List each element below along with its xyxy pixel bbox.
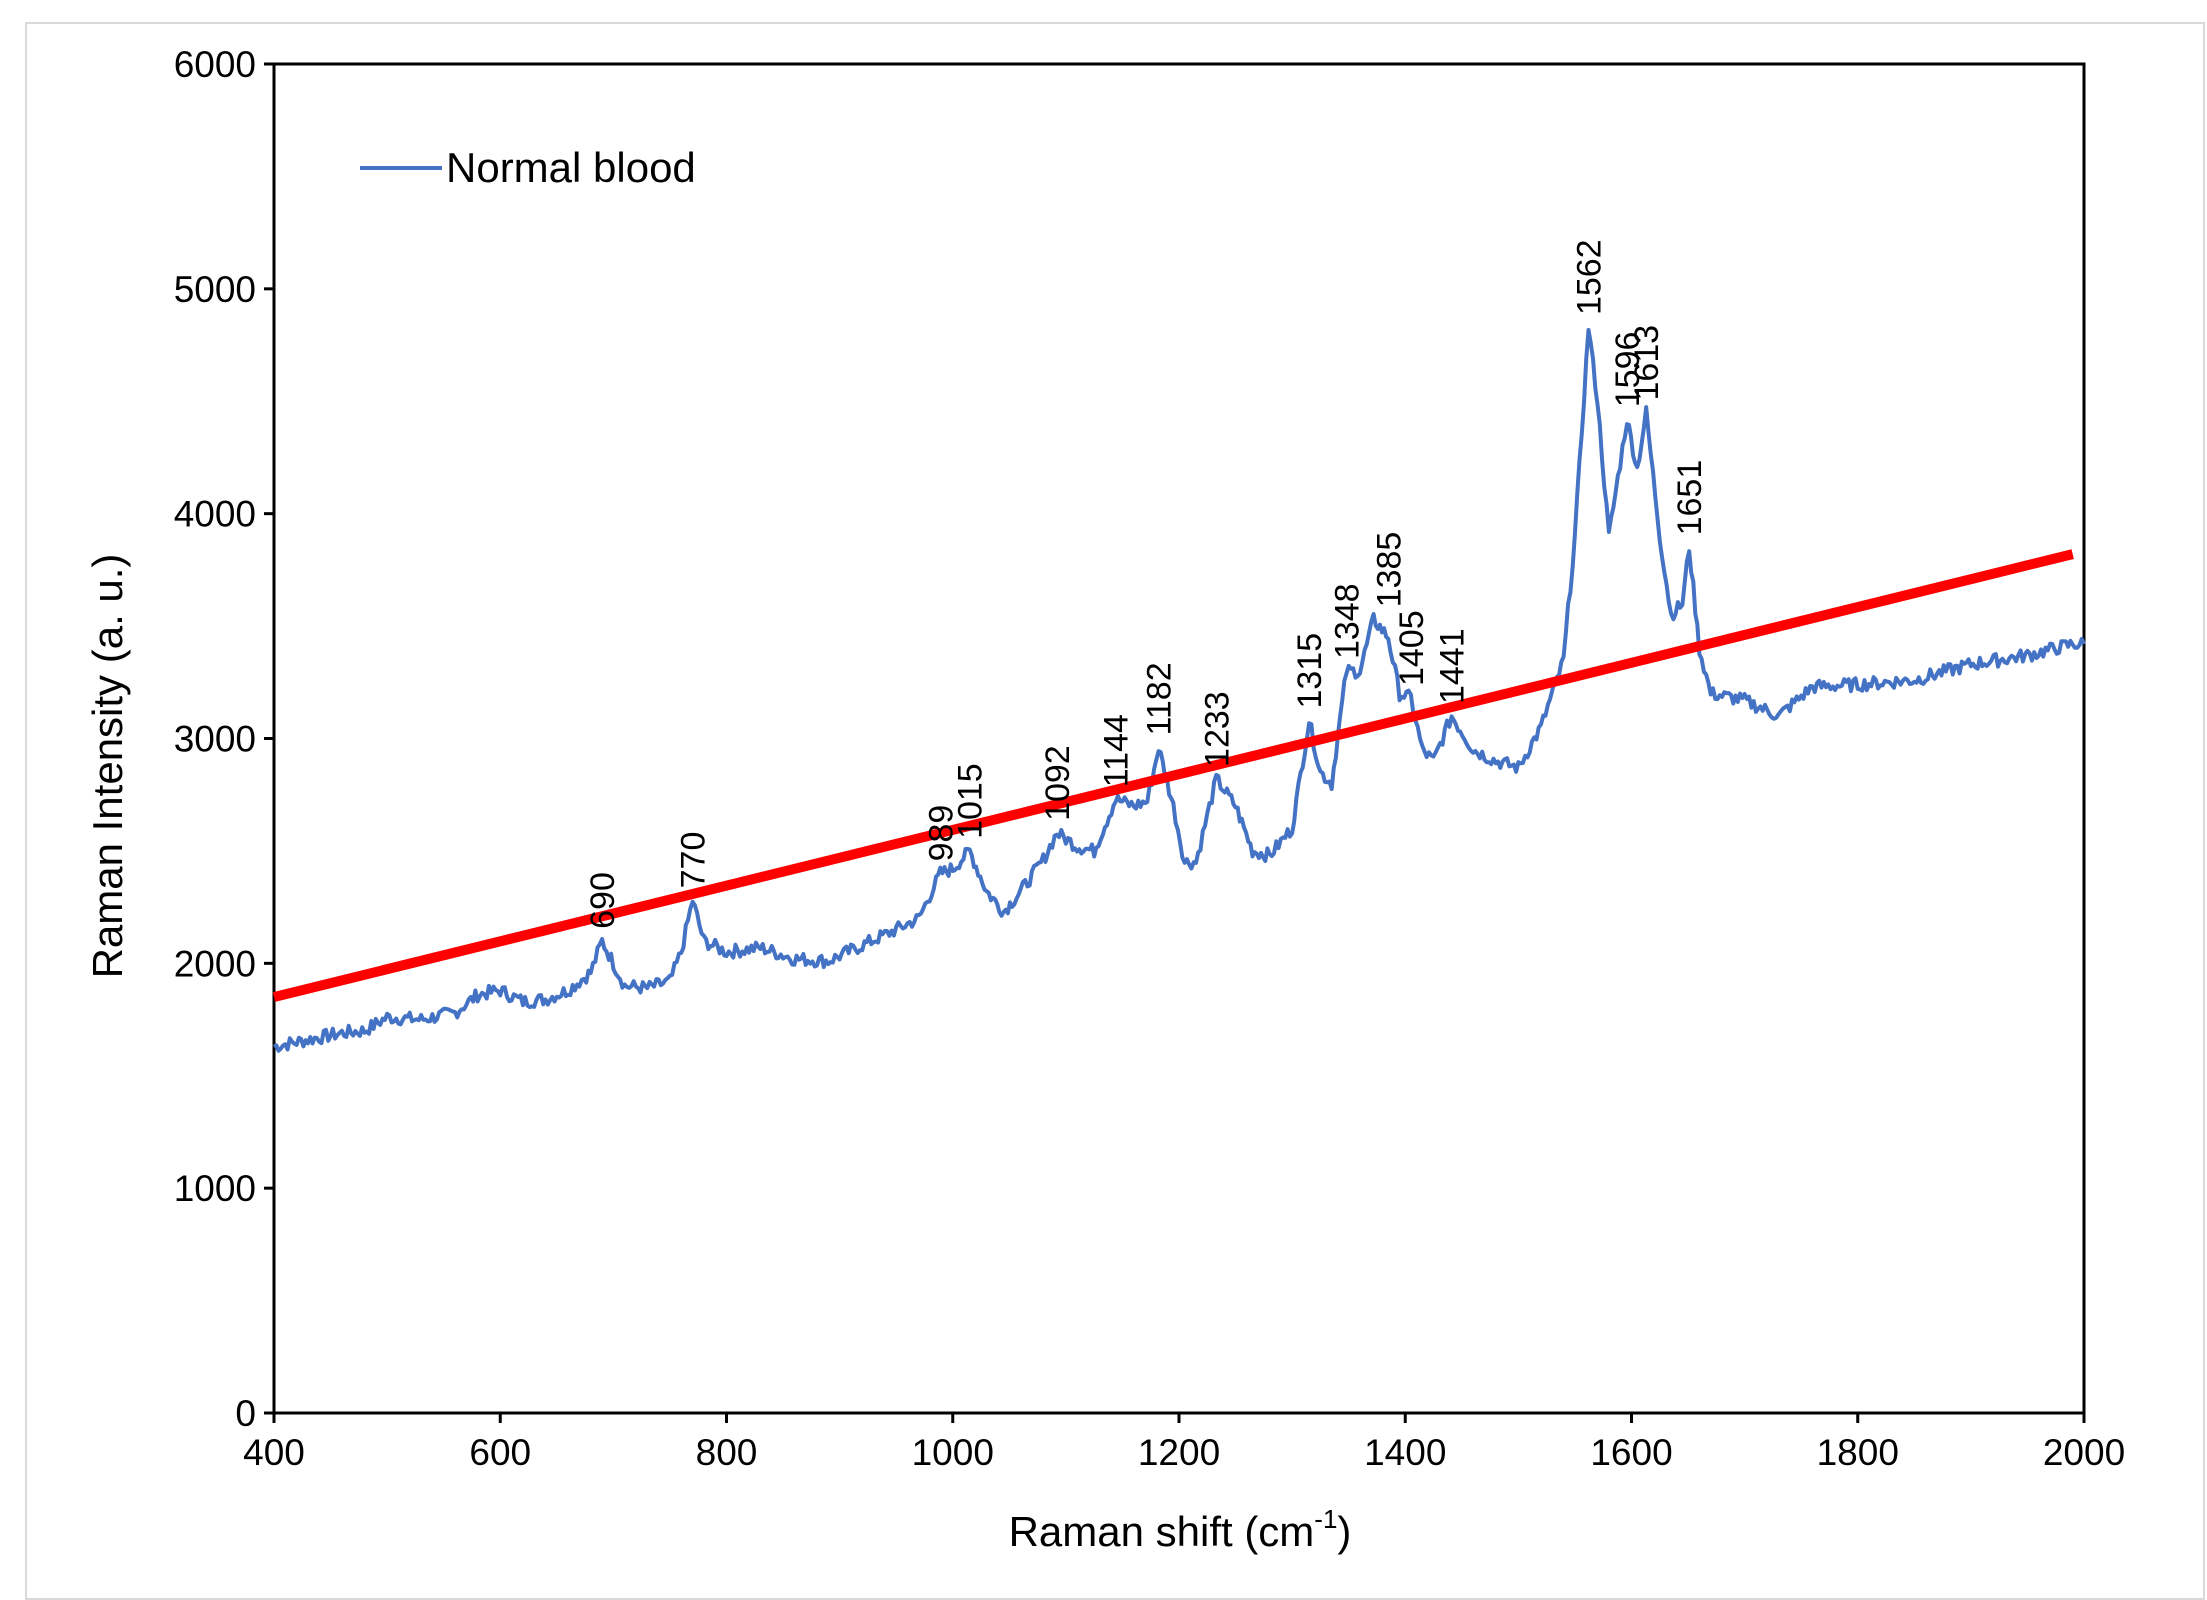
y-tick-label: 3000 (174, 719, 256, 760)
plot-area (272, 62, 2086, 1415)
y-tick-label: 4000 (174, 494, 256, 535)
trend-line (272, 549, 2074, 1002)
series-line-normal-blood (272, 328, 2086, 1053)
peak-label: 1405 (1393, 610, 1431, 686)
y-tick-label: 6000 (174, 44, 256, 85)
x-tick-label: 1400 (1364, 1432, 1446, 1473)
x-axis-title-sup: -1 (1314, 1504, 1337, 1534)
x-axis: 400 600 800 1000 1200 1400 1600 1800 2000 (243, 1413, 2125, 1473)
x-tick-label: 400 (243, 1432, 305, 1473)
x-axis-title-main: Raman shift (cm (1009, 1508, 1315, 1555)
peak-label: 1315 (1291, 633, 1329, 709)
x-tick-label: 1800 (1817, 1432, 1899, 1473)
x-tick-label: 1600 (1590, 1432, 1672, 1473)
peak-label: 1613 (1628, 325, 1666, 401)
plot-border (272, 62, 2086, 1415)
legend: Normal blood (360, 144, 696, 191)
y-tick-label: 5000 (174, 269, 256, 310)
x-tick-label: 600 (469, 1432, 531, 1473)
series-layer (272, 328, 2086, 1053)
peak-label: 1092 (1039, 745, 1077, 821)
x-tick-label: 2000 (2043, 1432, 2125, 1473)
peak-label: 1348 (1328, 583, 1366, 659)
x-axis-title: Raman shift (cm-1) (1009, 1504, 1352, 1555)
chart-frame (25, 22, 2205, 1600)
peak-label: 770 (675, 832, 713, 889)
peak-label: 1233 (1198, 691, 1236, 767)
y-tick-label: 2000 (174, 943, 256, 984)
peak-label: 1441 (1434, 628, 1472, 704)
x-tick-label: 800 (696, 1432, 758, 1473)
peak-label: 690 (584, 872, 622, 929)
x-tick-label: 1000 (912, 1432, 994, 1473)
x-axis-title-suffix: ) (1337, 1508, 1351, 1555)
y-axis: 0 1000 2000 3000 4000 5000 6000 (174, 44, 274, 1434)
peak-label: 1385 (1370, 532, 1408, 608)
peak-label: 1144 (1098, 714, 1136, 787)
peak-label: 1651 (1671, 460, 1709, 536)
peak-label: 1562 (1571, 239, 1609, 315)
y-tick-label: 0 (235, 1393, 256, 1434)
legend-label-normal-blood: Normal blood (446, 144, 696, 191)
y-tick-label: 1000 (174, 1168, 256, 1209)
peak-label: 1182 (1141, 662, 1179, 735)
peak-label: 1596 (1609, 332, 1647, 408)
x-tick-label: 1200 (1138, 1432, 1220, 1473)
y-axis-title: Raman Intensity (a. u.) (84, 554, 131, 979)
peak-label: 1015 (952, 763, 990, 839)
peak-label: 989 (922, 805, 960, 862)
